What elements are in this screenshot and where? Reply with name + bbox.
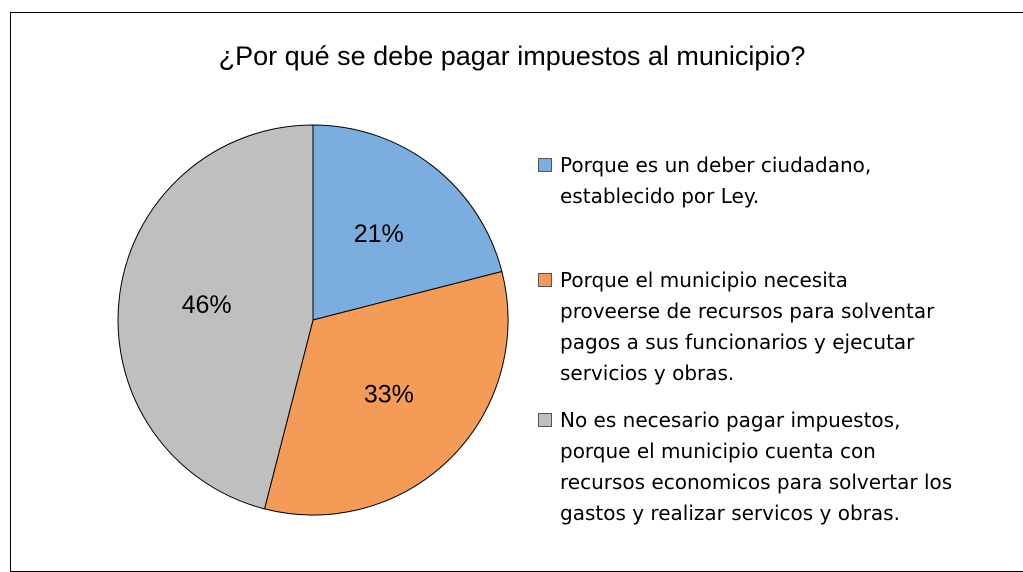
legend-swatch	[538, 413, 552, 427]
data-label: 33%	[364, 380, 414, 408]
pie-slice	[312, 124, 503, 321]
legend-swatch	[538, 158, 552, 172]
legend-label: No es necesario pagar impuestos, porque …	[560, 408, 953, 525]
legend-label: Porque el municipio necesita proveerse d…	[560, 268, 935, 385]
legend-label: Porque es un deber ciudadano, establecid…	[560, 153, 872, 208]
pie-slice	[117, 124, 314, 510]
data-label: 21%	[354, 220, 404, 248]
page: {"chart_data": {"type": "pie", "title": …	[10, 12, 1023, 572]
chart: ¿Por qué se debe pagar impuestos al muni…	[117, 41, 806, 516]
legend-swatch	[538, 273, 552, 287]
data-label: 46%	[182, 291, 232, 319]
chart-title: ¿Por qué se debe pagar impuestos al muni…	[219, 41, 806, 71]
pie-slice	[263, 270, 509, 516]
